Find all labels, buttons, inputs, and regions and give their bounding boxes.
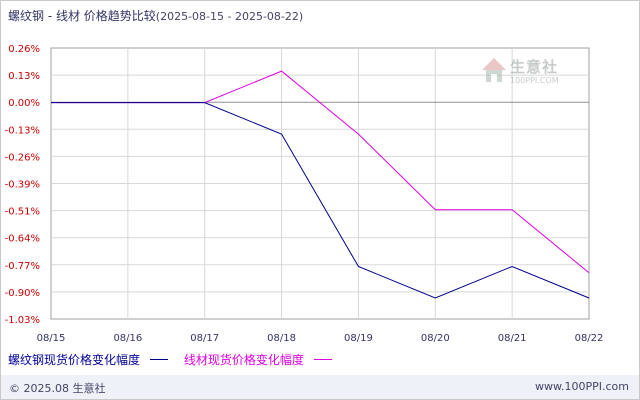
watermark-text: 生意社 — [510, 58, 559, 76]
legend-item-series2: 线材现货价格变化幅度 — [184, 351, 332, 368]
legend-label-series1: 螺纹钢现货价格变化幅度 — [8, 353, 141, 367]
footer-copyright: © 2025.08 生意社 — [9, 382, 106, 395]
x-tick-label: 08/20 — [421, 333, 450, 344]
x-tick-label: 08/16 — [113, 333, 142, 344]
chart-date-range: (2025-08-15 - 2025-08-22) — [155, 10, 304, 23]
y-tick-label: 0.13% — [8, 71, 40, 82]
y-tick-label: -0.77% — [5, 261, 40, 272]
y-tick-label: -0.90% — [5, 288, 40, 299]
footer-bar: © 2025.08 生意社 www.100PPI.com — [1, 375, 639, 399]
series-layer — [51, 70, 590, 299]
watermark-sub: 100PPI.COM — [510, 76, 559, 85]
legend-label-series2: 线材现货价格变化幅度 — [183, 353, 304, 367]
chart-legend: 螺纹钢现货价格变化幅度 线材现货价格变化幅度 — [8, 351, 344, 368]
series-line-1 — [51, 102, 590, 299]
y-tick-label: 0.26% — [8, 44, 40, 55]
x-tick-label: 08/18 — [267, 333, 296, 344]
y-tick-label: -0.64% — [5, 234, 40, 245]
watermark-logo: 生意社 100PPI.COM — [480, 54, 580, 94]
x-tick-label: 08/21 — [498, 333, 527, 344]
y-tick-label: -0.51% — [5, 207, 40, 218]
house-icon — [482, 58, 506, 82]
y-tick-label: 0.00% — [8, 98, 40, 109]
legend-item-series1: 螺纹钢现货价格变化幅度 — [8, 351, 169, 368]
y-tick-label: -0.13% — [5, 125, 40, 136]
y-tick-label: -0.39% — [5, 180, 40, 191]
footer-site-link[interactable]: www.100PPI.com — [535, 380, 629, 393]
y-axis-ticks: 0.26% 0.13% 0.00% -0.13% -0.26% -0.39% -0.51% -… — [5, 44, 40, 326]
x-axis-ticks: 08/15 08/16 08/17 08/18 08/19 08/20 08/21 08/22 — [37, 333, 604, 344]
legend-swatch-series1 — [150, 359, 169, 360]
y-tick-label: -0.26% — [5, 152, 40, 163]
x-tick-label: 08/15 — [37, 333, 66, 344]
chart-title-text: 螺纹钢 - 线材 价格趋势比较 — [8, 9, 156, 23]
y-tick-label: -1.03% — [5, 315, 40, 326]
legend-swatch-series2 — [313, 359, 332, 360]
chart-title: 螺纹钢 - 线材 价格趋势比较(2025-08-15 - 2025-08-22) — [8, 7, 303, 24]
x-tick-label: 08/19 — [344, 333, 373, 344]
x-tick-label: 08/17 — [190, 333, 219, 344]
x-tick-label: 08/22 — [575, 333, 604, 344]
